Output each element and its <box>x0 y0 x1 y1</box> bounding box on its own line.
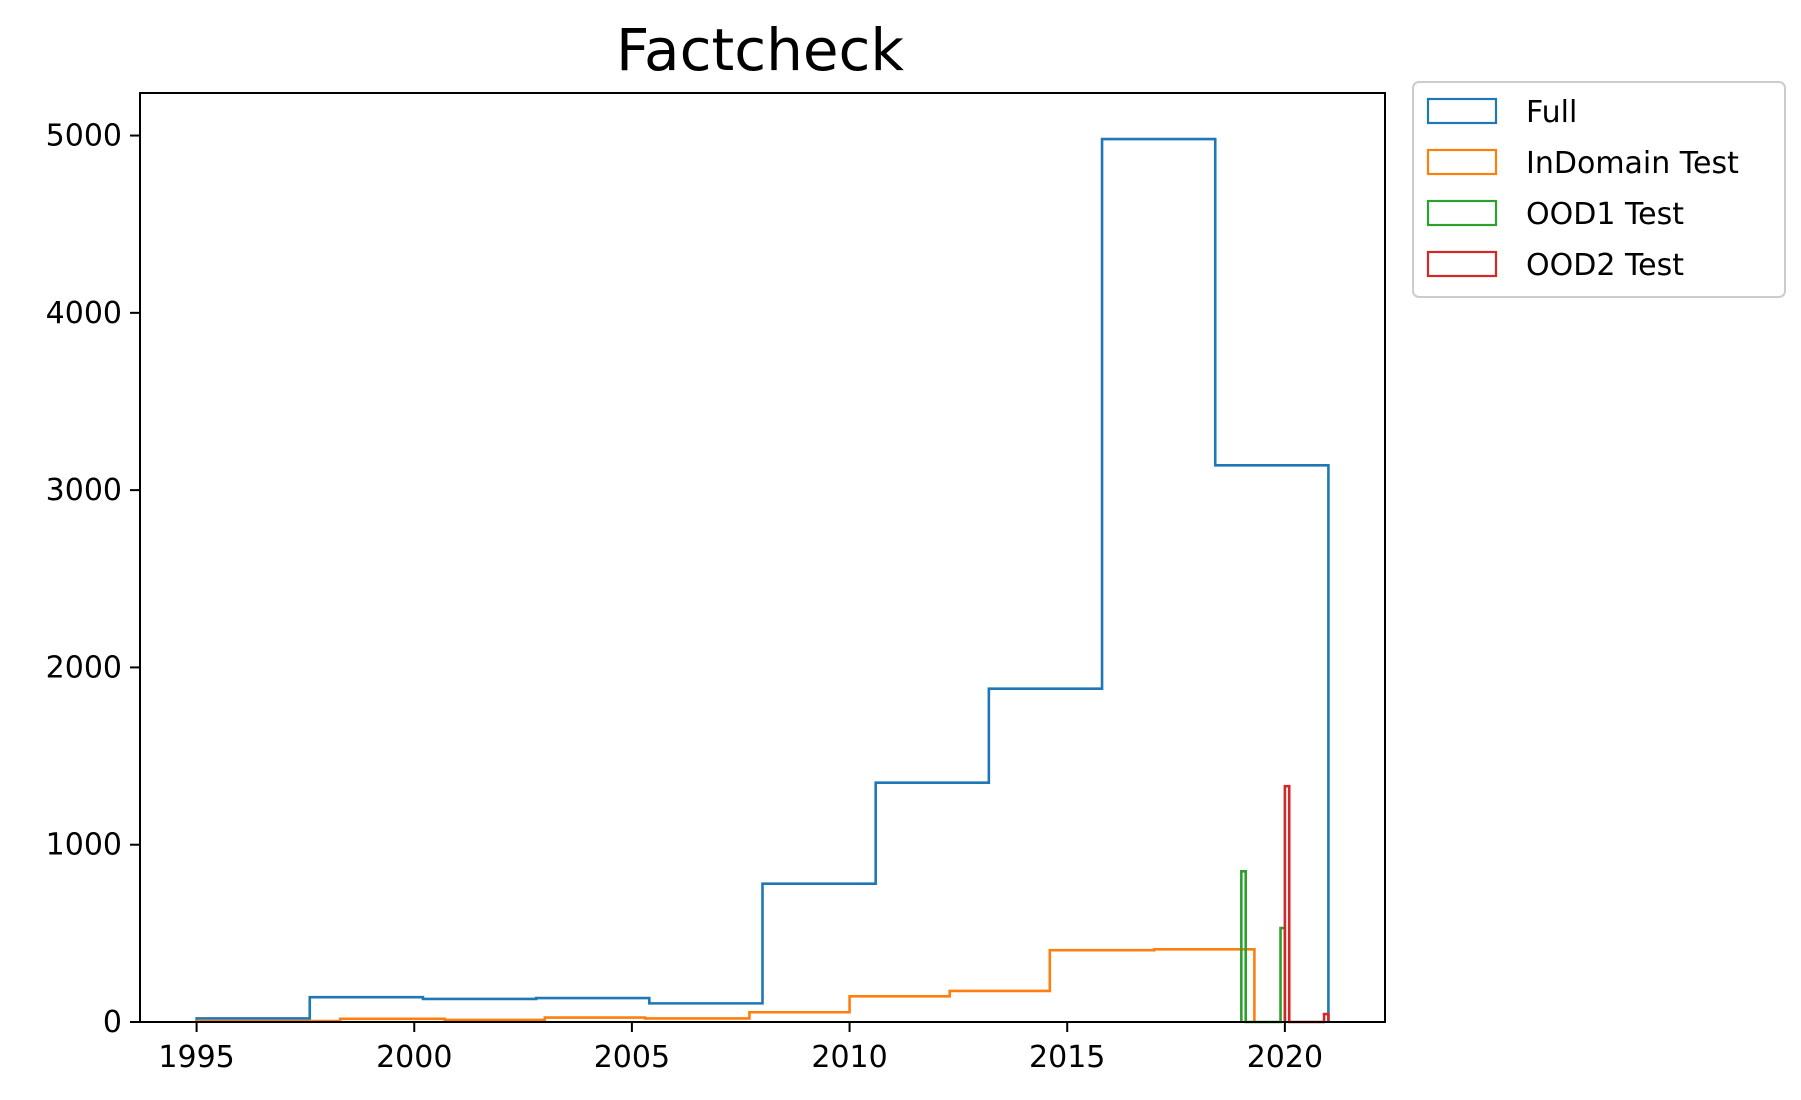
series-ood1-test-step <box>1240 870 1287 1024</box>
y-tick-label: 4000 <box>46 296 122 331</box>
x-tick-label: 2010 <box>811 1040 887 1075</box>
series-indomain-test-step <box>195 948 1256 1023</box>
legend-swatch <box>1426 199 1498 227</box>
plot-frame <box>139 92 1386 1023</box>
y-tick-label: 3000 <box>46 473 122 508</box>
x-axis: 1995 2000 2005 2010 2015 2020 <box>158 1022 1323 1075</box>
y-tick-label: 0 <box>103 1005 122 1040</box>
chart-title: Factcheck <box>616 16 904 84</box>
series-layer <box>195 137 1330 1024</box>
x-tick-label: 2005 <box>594 1040 670 1075</box>
legend-swatch <box>1426 250 1498 278</box>
x-tick-label: 1995 <box>158 1040 234 1075</box>
legend-label: OOD2 Test <box>1526 248 1684 283</box>
legend-swatch <box>1426 97 1498 125</box>
legend-swatch <box>1426 148 1498 176</box>
series-full-step <box>195 137 1330 1022</box>
x-tick-label: 2020 <box>1247 1040 1323 1075</box>
series-ood2-test-step <box>1283 784 1330 1024</box>
legend-label: Full <box>1526 95 1577 130</box>
legend: Full InDomain Test OOD1 Test OOD2 Test <box>1412 81 1786 298</box>
y-tick-label: 5000 <box>46 119 122 154</box>
legend-label: OOD1 Test <box>1526 197 1684 232</box>
y-axis: 0 1000 2000 3000 4000 5000 <box>46 119 140 1040</box>
y-tick-label: 2000 <box>46 650 122 685</box>
y-tick-label: 1000 <box>46 828 122 863</box>
x-tick-label: 2000 <box>376 1040 452 1075</box>
legend-box <box>1412 81 1786 298</box>
legend-label: InDomain Test <box>1526 146 1739 181</box>
x-tick-label: 2015 <box>1029 1040 1105 1075</box>
